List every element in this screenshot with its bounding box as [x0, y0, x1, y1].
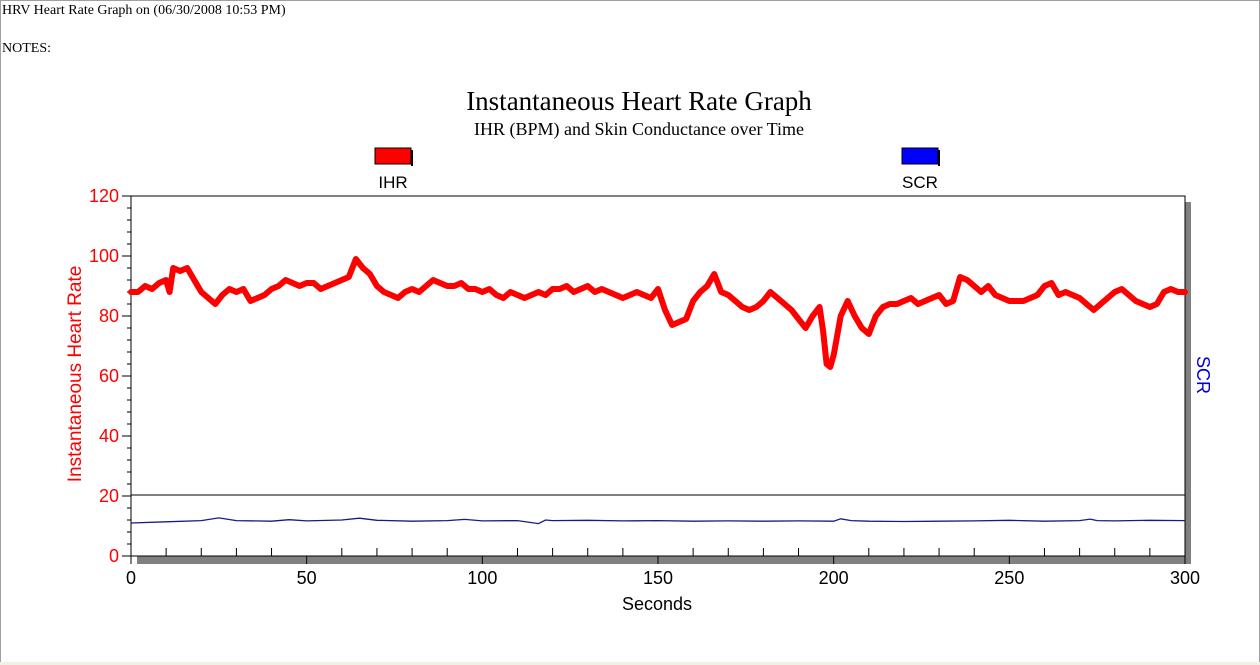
y-tick-label: 60: [99, 366, 119, 386]
plot-shadow-right: [1185, 202, 1191, 564]
notes-label: NOTES:: [2, 41, 51, 56]
y-tick-label: 40: [99, 426, 119, 446]
bottom-strip: [0, 662, 1260, 665]
legend-swatch-ihr[interactable]: [374, 147, 412, 165]
legend-swatch-scr[interactable]: [901, 147, 939, 165]
series-line-ihr: [128, 256, 1188, 370]
y-tick-label: 120: [89, 186, 119, 206]
x-tick-label: 200: [819, 568, 849, 588]
legend-label-ihr: IHR: [378, 173, 407, 192]
chart-subtitle: IHR (BPM) and Skin Conductance over Time: [474, 119, 804, 140]
x-axis-label: Seconds: [622, 594, 692, 614]
y-axis: 0 20 40 60 80 100 120: [89, 186, 131, 566]
window-title: HRV Heart Rate Graph on (06/30/2008 10:5…: [2, 3, 286, 18]
x-tick-label: 0: [126, 568, 136, 588]
x-tick-label: 300: [1170, 568, 1200, 588]
y-axis-label: Instantaneous Heart Rate: [65, 266, 86, 483]
chart-title: Instantaneous Heart Rate Graph: [466, 86, 812, 116]
plot-shadow-bottom: [137, 556, 1191, 564]
x-tick-label: 150: [643, 568, 673, 588]
y-tick-label: 80: [99, 306, 119, 326]
x-tick-label: 100: [467, 568, 497, 588]
y-tick-label: 0: [109, 546, 119, 566]
x-tick-label: 50: [297, 568, 317, 588]
legend-label-scr: SCR: [902, 173, 938, 192]
series-line-scr: [130, 517, 1186, 525]
plot-area: [130, 195, 1186, 557]
x-tick-label: 250: [994, 568, 1024, 588]
y-tick-label: 20: [99, 486, 119, 506]
y-axis-label-right: SCR: [1193, 356, 1213, 394]
y-tick-label: 100: [89, 246, 119, 266]
x-axis: 0 50 100 150 200 250 300: [126, 548, 1200, 588]
